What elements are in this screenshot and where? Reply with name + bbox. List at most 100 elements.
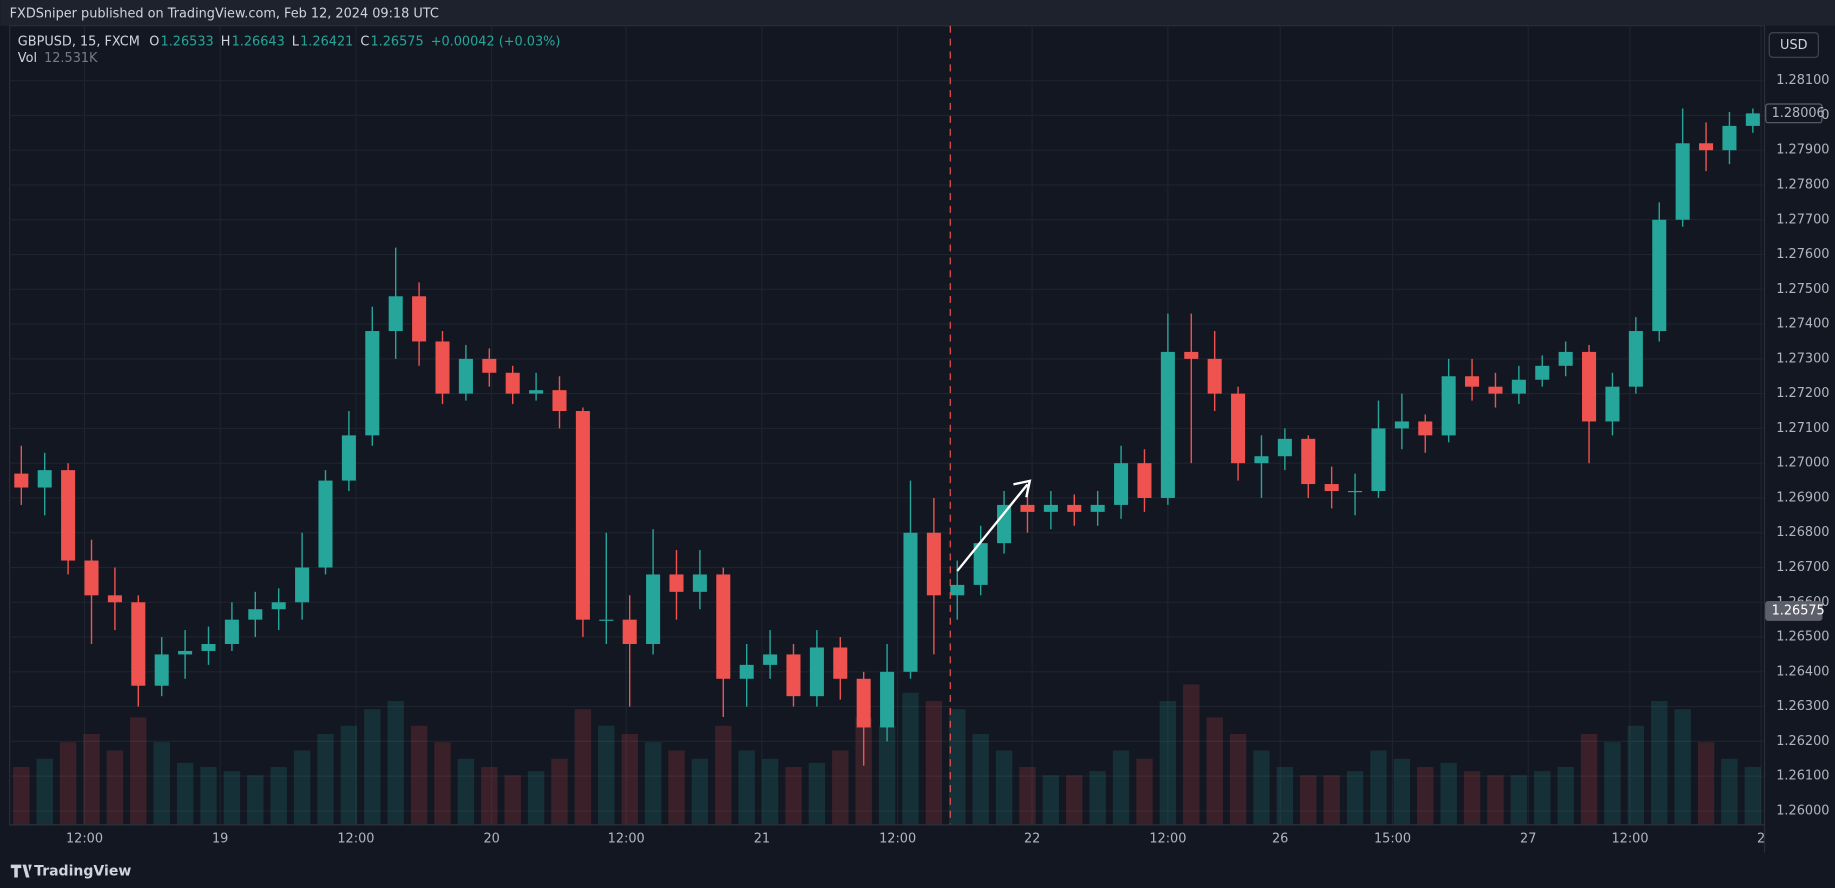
candle-body <box>1511 379 1526 394</box>
volume-bar <box>153 742 170 825</box>
volume-bar <box>925 700 943 825</box>
footer-bar <box>0 852 1835 888</box>
candle-body <box>575 411 590 620</box>
y-tick-label: 1.27600 <box>1776 247 1829 262</box>
candle-body <box>107 595 122 603</box>
candle-body <box>505 372 520 394</box>
volume-bar <box>270 767 287 825</box>
candle-body <box>739 664 754 679</box>
price-marker-label: 1.26575 <box>1772 603 1825 618</box>
price-marker <box>1765 103 1823 124</box>
volume-layer <box>13 684 1762 825</box>
candle-body <box>458 358 473 394</box>
y-tick-label: 1.27500 <box>1776 282 1829 297</box>
y-tick-label: 1.27800 <box>1776 177 1829 192</box>
candle-body <box>1488 386 1503 394</box>
volume-bar <box>1159 700 1177 825</box>
candle-body <box>622 619 637 645</box>
volume-bar <box>738 750 755 825</box>
y-tick-label: 1.27000 <box>1776 456 1829 471</box>
currency-button[interactable] <box>1768 32 1819 58</box>
volume-bar <box>668 750 685 825</box>
volume-bar <box>59 742 77 825</box>
axes: 1.26000 1.26100 1.26200 1.26300 1.26400 1.265… <box>66 73 1829 846</box>
volume-bar <box>83 733 100 825</box>
candle-body <box>318 480 333 568</box>
volume-bar <box>1183 684 1200 825</box>
price-axis <box>1764 25 1835 853</box>
candle-body <box>1207 358 1222 394</box>
legend-value: 1.26533 <box>161 35 214 50</box>
candle-body <box>786 654 801 697</box>
volume-bar <box>247 775 264 825</box>
volume-bar <box>457 758 475 825</box>
volume-bar <box>1042 775 1060 825</box>
x-tick-label: 12:00 <box>66 831 103 846</box>
volume-bar <box>1346 771 1364 825</box>
volume-bar <box>715 725 732 825</box>
volume-bar <box>293 750 311 825</box>
volume-bar <box>527 771 545 825</box>
y-tick-label: 1.27700 <box>1776 212 1829 227</box>
candle-body <box>669 574 684 592</box>
candle-body <box>1418 421 1433 436</box>
candle-body <box>973 543 988 585</box>
x-tick-label: 12:00 <box>879 831 916 846</box>
currency-label[interactable]: USD <box>1780 38 1808 53</box>
volume-bar <box>949 709 966 825</box>
candle-body <box>997 504 1012 544</box>
volume-legend-label: Vol <box>18 51 37 66</box>
y-tick-label: 1.28100 <box>1776 73 1829 88</box>
volume-bar <box>1206 717 1223 825</box>
candle-body <box>1441 376 1456 436</box>
legend-key: O <box>149 35 159 50</box>
volume-bar <box>1393 758 1411 825</box>
volume-bar <box>200 767 217 825</box>
volume-bar <box>785 767 802 825</box>
volume-bar <box>1697 742 1715 825</box>
y-tick-label: 1.27100 <box>1776 421 1829 436</box>
volume-legend-value: 12.531K <box>44 51 98 66</box>
y-tick-label: 1.27300 <box>1776 351 1829 366</box>
y-tick-label: 1.27900 <box>1776 143 1829 158</box>
legend-key: L <box>292 35 300 50</box>
volume-bar <box>972 733 989 825</box>
candle-body <box>14 473 29 488</box>
y-tick-label: 1.26300 <box>1776 699 1829 714</box>
volume-bar <box>1417 767 1434 825</box>
volume-bar <box>36 758 53 825</box>
volume-bar <box>1674 709 1691 825</box>
x-tick-label: 22 <box>1024 831 1040 846</box>
candle-body <box>716 574 731 679</box>
volume-bar <box>832 750 849 825</box>
candle-body <box>482 358 497 373</box>
candle-body <box>1371 428 1386 492</box>
volume-bar <box>691 758 709 825</box>
volume-bar <box>1323 775 1340 825</box>
candle-body <box>1114 463 1129 505</box>
x-tick-label: 2 <box>1757 831 1765 846</box>
legend-change: +0.00042 (+0.03%) <box>431 35 561 50</box>
x-tick-label: 21 <box>754 831 770 846</box>
legend-value: 1.26575 <box>370 35 423 50</box>
volume-bar <box>621 733 638 825</box>
volume-bar <box>644 742 662 825</box>
candle-body <box>1675 143 1690 220</box>
candle-body <box>926 532 941 596</box>
volume-bar <box>1580 733 1598 825</box>
candle-body <box>412 296 427 342</box>
candle-body <box>763 654 778 665</box>
header-bar <box>0 0 1835 26</box>
volume-bar <box>504 775 521 825</box>
legend-key: C <box>360 35 369 50</box>
x-tick-label: 12:00 <box>1611 831 1648 846</box>
candle-body <box>1277 438 1292 457</box>
volume-bar <box>223 771 241 825</box>
candle-body <box>1722 125 1737 151</box>
brand-logo <box>10 864 32 878</box>
x-tick-label: 20 <box>483 831 499 846</box>
x-tick-label: 19 <box>212 831 228 846</box>
candle-body <box>224 619 239 645</box>
